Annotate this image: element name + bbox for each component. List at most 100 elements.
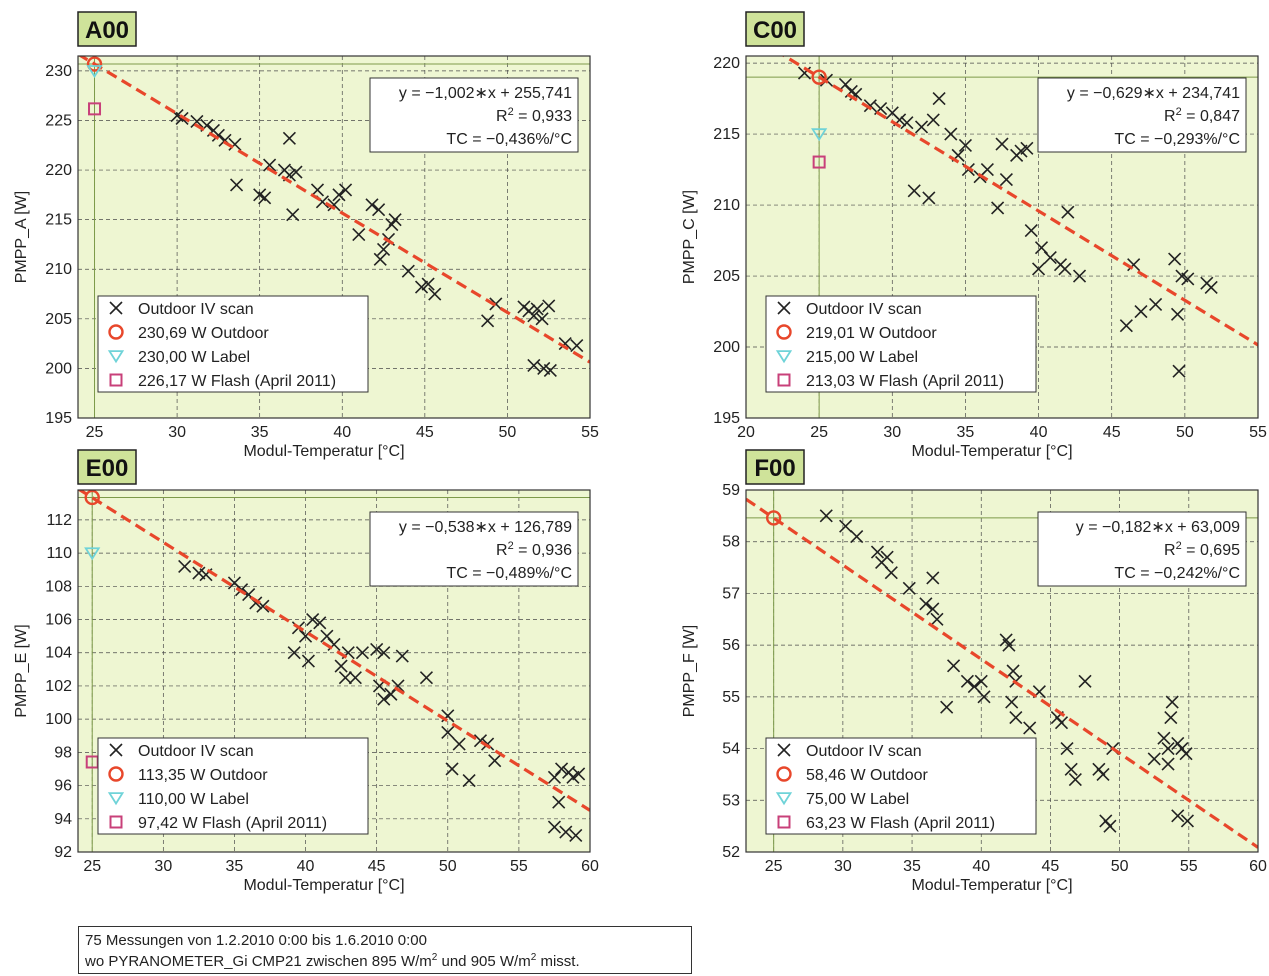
scan-point [900, 116, 914, 130]
y-tick-label: 55 [722, 689, 740, 706]
regression-box: y = −0,538∗x + 126,789 R2 = 0,936 TC = −0,… [369, 511, 579, 587]
y-tick-labels: 195 200 205 210 215 220 [713, 55, 740, 427]
x-tick-label: 25 [83, 858, 101, 875]
measurement-note-line2: wo PYRANOMETER_Gi CMP21 zwischen 895 W/m… [85, 952, 580, 971]
plot-frame [77, 489, 591, 853]
r-squared-symbol: R [1164, 542, 1176, 559]
legend-flash-icon [777, 373, 791, 387]
x-tick-label: 55 [1180, 858, 1198, 875]
scan-point [1181, 272, 1195, 286]
outdoor-marker [765, 510, 782, 526]
scan-point [919, 597, 933, 611]
panel-title-text: A00 [85, 17, 129, 44]
scan-point [552, 795, 566, 809]
x-tick-label: 30 [168, 424, 186, 441]
scan-point [287, 646, 301, 660]
scan-point [481, 314, 495, 328]
scan-point [365, 198, 379, 212]
y-tick-label: 106 [45, 612, 72, 629]
scan-point [327, 198, 341, 212]
y-tick-label: 104 [45, 645, 72, 662]
scan-point [481, 737, 495, 751]
label-marker [811, 128, 828, 142]
scan-point [377, 646, 391, 660]
plot-frame [745, 55, 1259, 419]
scan-point [999, 172, 1013, 187]
legend: Outdoor IV scan 58,46 W Outdoor 75,00 W La… [765, 737, 1037, 835]
scan-point [1168, 252, 1182, 266]
scan-point [352, 227, 366, 242]
scan-point [391, 679, 405, 693]
regression-box: y = −0,182∗x + 63,009 R2 = 0,695 TC = −0,2… [1037, 511, 1247, 587]
scan-point [1127, 258, 1141, 272]
legend-entry-outdoor: 230,69 W Outdoor [138, 325, 269, 342]
scan-point [1034, 241, 1049, 255]
legend-scan-icon [777, 301, 791, 315]
y-axis-label: PMPP_F [W] [681, 625, 698, 717]
x-tick-label: 50 [439, 858, 457, 875]
scan-point [258, 191, 272, 205]
x-tick-label: 35 [226, 858, 244, 875]
y-tick-label: 94 [54, 811, 72, 828]
r-squared-symbol: R [496, 108, 508, 125]
scan-point [926, 571, 940, 585]
legend-label-icon [107, 350, 125, 364]
scan-point [452, 737, 466, 751]
r-squared-value: = 0,695 [1182, 542, 1240, 559]
panel-c00: 20 25 30 35 40 45 50 55 195 200 205 210 215 220 Modul-… [681, 11, 1267, 460]
x-tick-label: 40 [333, 424, 351, 441]
panel-title-text: F00 [754, 455, 795, 482]
x-tick-labels: 20 25 30 35 40 45 50 55 [737, 424, 1267, 441]
scan-point [286, 208, 300, 222]
legend-outdoor-icon [776, 324, 792, 340]
legend-entry-outdoor: 58,46 W Outdoor [806, 767, 929, 784]
regression-box: y = −0,629∗x + 234,741 R2 = 0,847 TC = −0,… [1037, 77, 1247, 153]
r-squared-value: = 0,847 [1182, 108, 1240, 125]
legend-label-icon [107, 792, 125, 806]
scan-point [1032, 262, 1046, 276]
scan-point [1072, 269, 1087, 283]
legend-entry-scan: Outdoor IV scan [806, 301, 922, 318]
scan-point [547, 770, 562, 784]
y-tick-label: 195 [45, 410, 72, 427]
scan-point [543, 363, 557, 377]
scan-point [940, 700, 954, 714]
scan-point [445, 762, 459, 776]
r-squared-symbol: R [1164, 108, 1176, 125]
scan-point [1024, 224, 1038, 238]
scan-point [1020, 141, 1034, 155]
plot-frame [745, 489, 1259, 853]
scan-point [554, 762, 569, 776]
panel-title: A00 [77, 11, 137, 47]
scan-point [401, 264, 415, 278]
legend-entry-outdoor: 219,01 W Outdoor [806, 325, 937, 342]
scan-point [1157, 731, 1171, 745]
legend-entry-flash: 226,17 W Flash (April 2011) [138, 373, 336, 390]
outdoor-marker [84, 490, 100, 506]
y-tick-label: 52 [722, 844, 740, 861]
label-marker [86, 65, 103, 79]
y-axis-label: PMPP_C [W] [681, 190, 698, 284]
legend-outdoor-icon [108, 324, 124, 340]
legend-entry-scan: Outdoor IV scan [138, 743, 254, 760]
y-tick-label: 210 [45, 261, 72, 278]
x-tick-label: 40 [972, 858, 990, 875]
fit-line [78, 490, 590, 812]
scan-point [313, 616, 327, 630]
scan-point [558, 337, 572, 351]
scan-point [488, 754, 502, 768]
scan-point [1161, 757, 1175, 771]
scan-point [926, 113, 940, 127]
y-tick-labels: 92 94 96 98 100 102 104 106 108 110 112 [45, 512, 72, 861]
scan-point [926, 602, 940, 616]
scan-point [995, 137, 1009, 151]
scan-point [1054, 716, 1069, 730]
legend-entry-label: 110,00 W Label [138, 791, 249, 808]
panel-title-box [77, 449, 137, 485]
x-tick-label: 50 [1111, 858, 1129, 875]
scan-point [1023, 721, 1037, 735]
scan-point [355, 646, 370, 660]
scan-point [1006, 664, 1020, 678]
scan-point [1005, 695, 1019, 709]
x-tick-labels: 25 30 35 40 45 50 55 [86, 424, 599, 441]
